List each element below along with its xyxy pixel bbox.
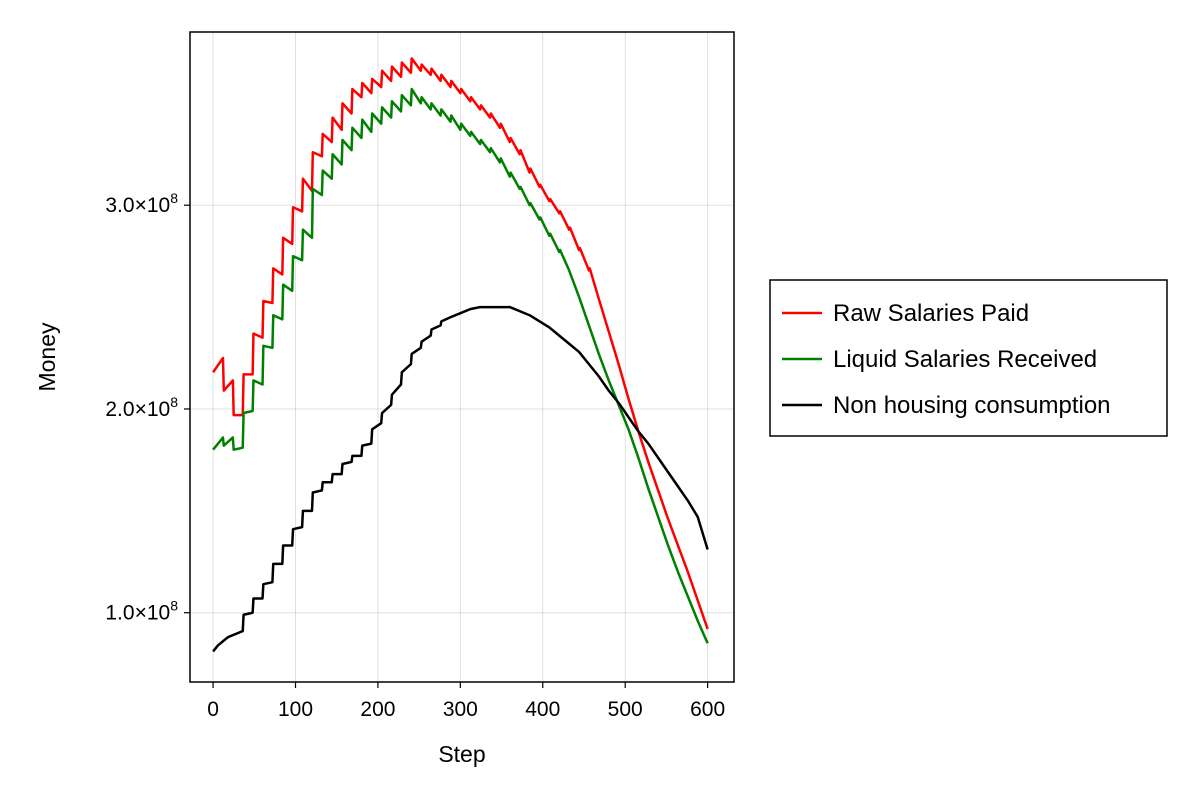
plot-frame [189,31,735,683]
x-tick-label: 400 [525,698,560,721]
x-tick-label: 200 [360,698,395,721]
x-tick-label: 500 [608,698,643,721]
legend-label: Raw Salaries Paid [833,300,1029,327]
series-line-2 [212,87,709,644]
legend-box [769,279,1168,437]
x-tick-label: 100 [278,698,313,721]
y-axis-title: Money [34,322,60,392]
legend-items: Raw Salaries Paid Liquid Salaries Receive… [782,300,1111,419]
y-axis-ticks: 1.0×108 2.0×108 3.0×108 [105,190,190,625]
legend: Raw Salaries Paid Liquid Salaries Receive… [769,279,1168,437]
legend-label: Non housing consumption [833,392,1111,419]
series-lines [212,57,709,653]
series-line-1 [212,57,709,630]
legend-label: Liquid Salaries Received [833,346,1097,373]
x-axis-title: Step [438,741,485,767]
x-axis-ticks: 0 100 200 300 400 500 600 [207,682,725,721]
x-tick-label: 300 [443,698,478,721]
series-line-3 [212,305,709,653]
y-tick-label: 1.0×108 [105,598,178,625]
y-tick-label: 3.0×108 [105,190,178,217]
x-tick-label: 600 [690,698,725,721]
x-tick-label: 0 [207,698,219,721]
plot-background [190,32,734,682]
grid [190,32,734,682]
y-tick-label: 2.0×108 [105,394,178,421]
